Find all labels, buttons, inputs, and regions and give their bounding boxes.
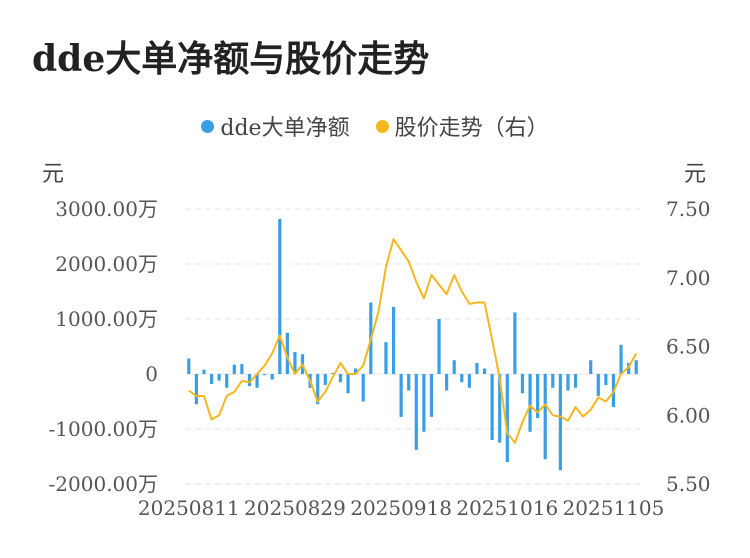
dde-bar — [331, 372, 335, 374]
dde-bar — [634, 360, 638, 374]
x-tick-label: 20250811 — [138, 496, 240, 520]
price-line — [188, 238, 638, 444]
x-tick-label: 20250829 — [244, 496, 346, 520]
left-tick-label: 1000.00万 — [55, 307, 158, 331]
dde-bar — [543, 374, 547, 460]
dde-bar — [596, 374, 600, 396]
legend-label-dde: dde大单净额 — [220, 116, 350, 141]
dde-bar — [194, 374, 198, 405]
x-tick-label: 20251016 — [456, 496, 558, 520]
right-tick-label: 5.50 — [666, 472, 711, 496]
dde-bar — [384, 342, 388, 374]
dde-bar — [354, 368, 358, 374]
legend-dot-dde — [201, 119, 215, 133]
dde-bar — [445, 374, 449, 391]
dde-bar — [467, 374, 471, 388]
legend-item-price[interactable]: 股价走势（右） — [375, 110, 549, 142]
dde-bar — [475, 363, 479, 374]
right-tick-label: 7.50 — [666, 197, 711, 221]
dde-bar — [429, 374, 434, 417]
dde-bar — [217, 374, 221, 381]
dde-bar — [399, 374, 403, 417]
dde-bar — [285, 332, 289, 374]
dde-bar — [520, 374, 525, 394]
dde-bar — [270, 374, 274, 380]
dde-bar — [573, 374, 578, 388]
dde-bar — [437, 319, 441, 374]
dde-bar — [536, 374, 540, 418]
dde-bar — [240, 364, 244, 374]
dde-bar — [316, 374, 320, 405]
dde-bar — [247, 374, 252, 387]
left-tick-label: 3000.00万 — [55, 197, 158, 221]
dde-bar — [460, 374, 464, 383]
dde-bar — [391, 306, 396, 374]
right-tick-label: 6.00 — [666, 403, 711, 427]
dde-bar — [263, 374, 267, 376]
dde-bar — [407, 374, 411, 391]
dde-bar — [422, 374, 426, 432]
right-tick-label: 6.50 — [666, 335, 711, 359]
right-tick-label: 7.00 — [666, 266, 711, 290]
dde-bar — [498, 374, 502, 443]
dde-bar — [255, 374, 259, 388]
chart-title: dde大单净额与股价走势 — [32, 38, 430, 80]
dde-bar — [232, 364, 236, 374]
dde-bar — [414, 374, 418, 450]
dde-bar — [225, 374, 229, 388]
legend-label-price: 股价走势（右） — [394, 116, 549, 141]
dde-bar — [278, 218, 282, 374]
dde-bar — [619, 344, 623, 374]
legend: dde大单净额 股价走势（右） — [0, 110, 750, 142]
dde-bar — [505, 374, 509, 462]
dde-bar — [566, 374, 570, 391]
left-tick-label: -2000.00万 — [49, 472, 158, 496]
dde-bar — [209, 374, 214, 384]
dde-bar — [323, 374, 327, 385]
legend-item-dde[interactable]: dde大单净额 — [201, 110, 350, 142]
dde-bar — [627, 363, 631, 374]
left-axis-unit: 元 — [42, 162, 65, 187]
dde-bar — [187, 358, 191, 374]
dde-bar — [558, 374, 562, 471]
dde-bar — [604, 374, 608, 385]
dde-bar — [346, 374, 350, 394]
dde-bar — [293, 352, 297, 374]
x-tick-label: 20250918 — [350, 496, 452, 520]
dde-bar — [338, 374, 343, 383]
legend-dot-price — [375, 119, 389, 133]
left-tick-label: 2000.00万 — [55, 252, 158, 276]
dde-bar — [551, 374, 555, 388]
x-tick-label: 20251105 — [563, 496, 665, 520]
dde-bar — [361, 374, 365, 402]
right-axis-unit: 元 — [684, 162, 707, 187]
left-tick-label: 0 — [145, 362, 158, 386]
dde-bar — [452, 360, 456, 374]
dde-bar — [589, 360, 593, 374]
dde-bar — [513, 312, 517, 374]
left-tick-label: -1000.00万 — [49, 417, 158, 441]
dde-bar — [202, 369, 206, 374]
dde-bar — [482, 368, 487, 374]
dde-bar — [490, 374, 494, 440]
dde-bar — [528, 374, 532, 432]
